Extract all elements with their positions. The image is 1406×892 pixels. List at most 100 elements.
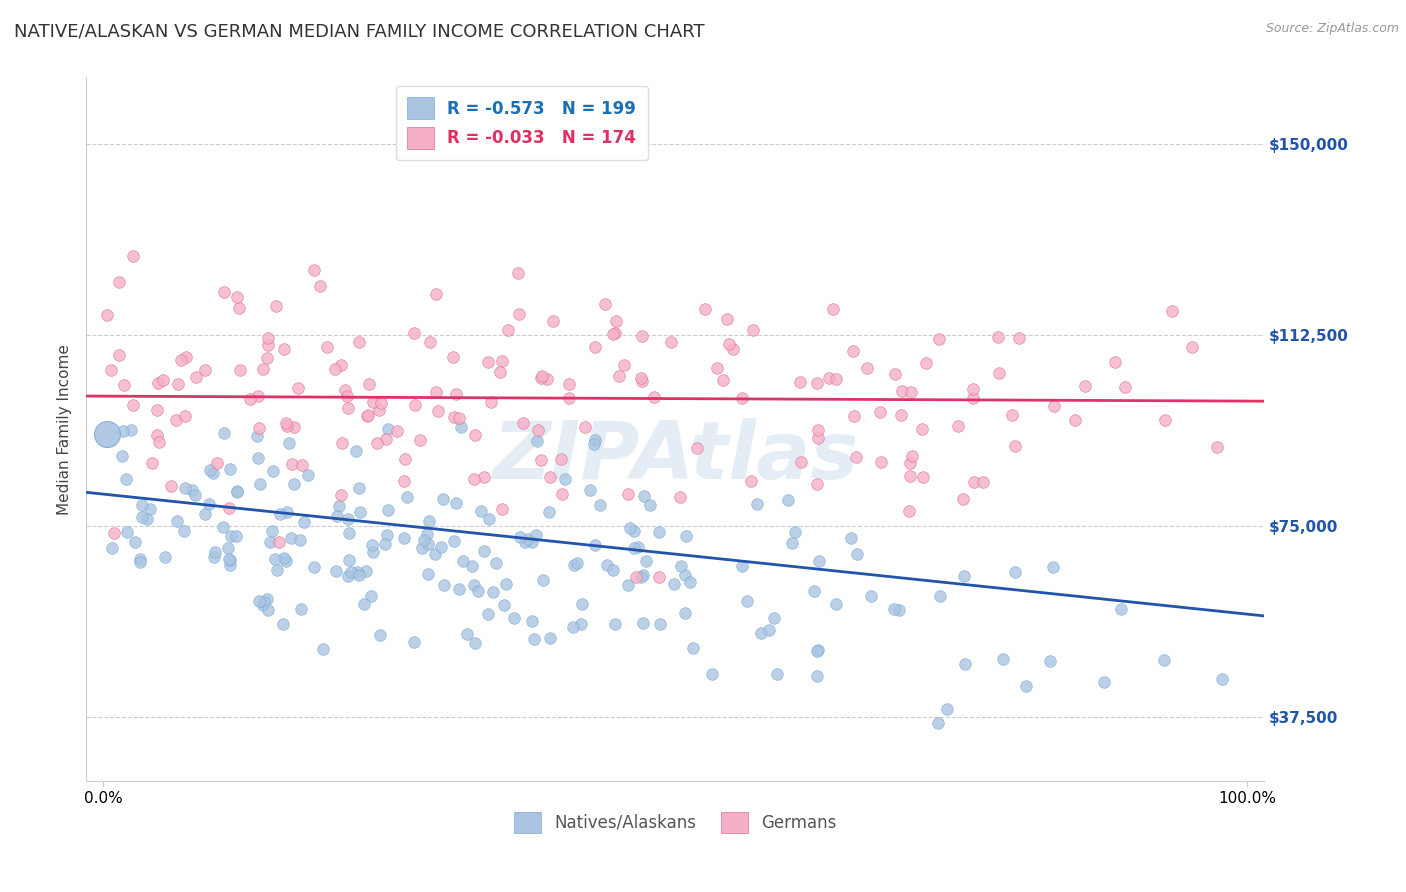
- Point: [731, 558, 754, 573]
- Point: [225, 484, 247, 499]
- Point: [987, 366, 1010, 380]
- Point: [269, 534, 291, 549]
- Point: [593, 297, 616, 311]
- Point: [201, 466, 224, 480]
- Point: [477, 607, 499, 621]
- Point: [404, 634, 426, 648]
- Point: [246, 429, 269, 443]
- Point: [711, 373, 734, 387]
- Point: [329, 488, 352, 502]
- Point: [166, 514, 188, 528]
- Point: [273, 550, 295, 565]
- Point: [274, 416, 297, 430]
- Point: [1206, 440, 1229, 454]
- Point: [257, 337, 280, 351]
- Point: [685, 442, 707, 456]
- Point: [763, 611, 786, 625]
- Point: [120, 423, 142, 437]
- Point: [619, 521, 641, 535]
- Point: [718, 337, 741, 351]
- Point: [333, 383, 356, 397]
- Point: [273, 342, 295, 356]
- Point: [347, 334, 370, 349]
- Point: [776, 493, 799, 508]
- Point: [159, 478, 181, 492]
- Point: [513, 535, 536, 549]
- Point: [357, 376, 380, 391]
- Point: [129, 551, 152, 566]
- Point: [489, 365, 512, 379]
- Point: [276, 418, 298, 433]
- Point: [693, 301, 716, 316]
- Point: [404, 398, 426, 412]
- Point: [679, 575, 702, 590]
- Point: [825, 372, 848, 386]
- Point: [288, 533, 311, 547]
- Point: [675, 529, 697, 543]
- Point: [260, 524, 283, 538]
- Point: [962, 392, 984, 406]
- Point: [416, 536, 439, 550]
- Point: [512, 416, 534, 430]
- Point: [416, 526, 439, 541]
- Point: [356, 409, 378, 424]
- Point: [817, 371, 839, 385]
- Point: [789, 455, 811, 469]
- Point: [803, 583, 825, 598]
- Point: [446, 386, 468, 401]
- Point: [325, 508, 347, 523]
- Point: [561, 620, 583, 634]
- Point: [623, 541, 645, 556]
- Point: [530, 453, 553, 467]
- Point: [541, 314, 564, 328]
- Point: [214, 426, 236, 441]
- Point: [135, 512, 157, 526]
- Point: [745, 497, 768, 511]
- Point: [538, 504, 561, 518]
- Point: [898, 503, 921, 517]
- Point: [219, 558, 242, 572]
- Point: [1153, 653, 1175, 667]
- Point: [148, 434, 170, 449]
- Point: [411, 541, 433, 555]
- Point: [558, 376, 581, 391]
- Point: [425, 287, 447, 301]
- Point: [558, 391, 581, 405]
- Point: [631, 329, 654, 343]
- Point: [806, 669, 828, 683]
- Point: [252, 598, 274, 612]
- Point: [617, 577, 640, 591]
- Point: [742, 323, 765, 337]
- Point: [96, 427, 118, 442]
- Point: [337, 511, 360, 525]
- Point: [111, 424, 134, 438]
- Point: [219, 461, 242, 475]
- Point: [806, 476, 828, 491]
- Point: [101, 541, 124, 556]
- Point: [218, 552, 240, 566]
- Point: [682, 641, 704, 656]
- Point: [346, 443, 368, 458]
- Point: [463, 472, 485, 486]
- Point: [375, 432, 398, 446]
- Point: [349, 567, 371, 582]
- Point: [669, 491, 692, 505]
- Point: [659, 335, 682, 350]
- Point: [531, 573, 554, 587]
- Point: [262, 463, 284, 477]
- Point: [506, 266, 529, 280]
- Point: [472, 470, 495, 484]
- Point: [165, 412, 187, 426]
- Point: [482, 585, 505, 599]
- Point: [456, 626, 478, 640]
- Point: [509, 530, 531, 544]
- Point: [96, 308, 118, 322]
- Point: [246, 389, 269, 403]
- Point: [643, 390, 665, 404]
- Point: [929, 589, 952, 603]
- Point: [124, 535, 146, 549]
- Point: [846, 547, 869, 561]
- Point: [385, 424, 408, 438]
- Point: [842, 409, 865, 424]
- Point: [443, 409, 465, 424]
